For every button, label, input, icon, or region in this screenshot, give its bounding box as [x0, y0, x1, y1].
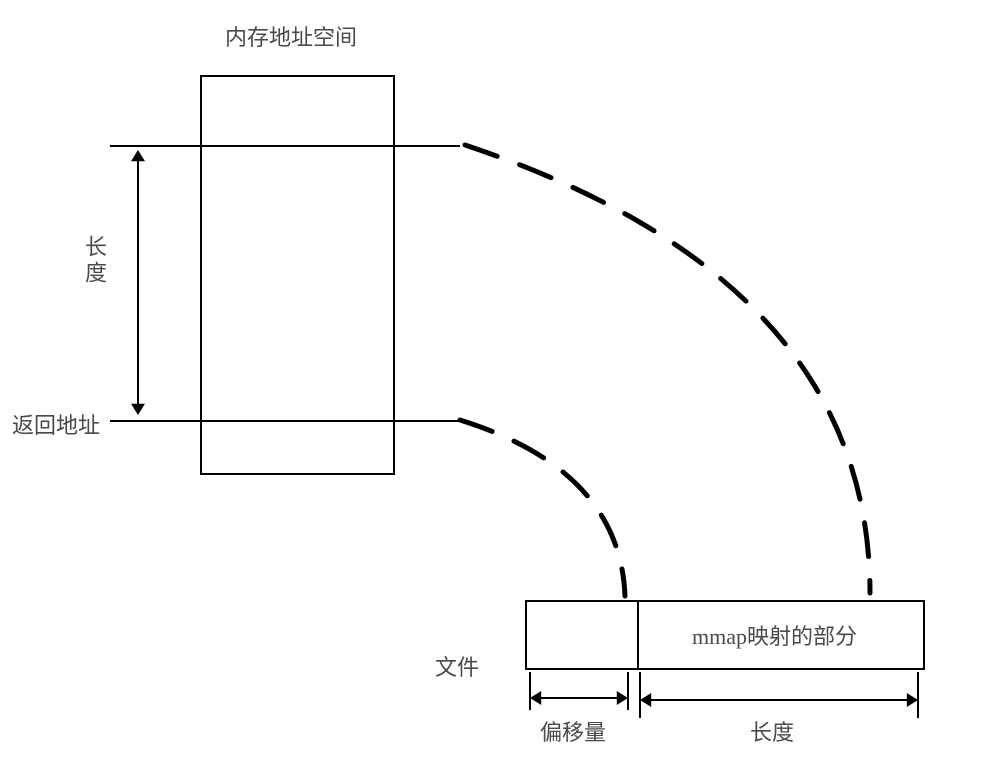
mapped-region-top-line — [110, 145, 460, 147]
mmap-mapped-part-label: mmap映射的部分 — [692, 619, 857, 651]
file-mapping-divider — [637, 602, 639, 668]
title-label: 内存地址空间 — [225, 20, 357, 52]
memory-length-arrow — [131, 150, 145, 415]
mapped-region-bottom-line — [110, 420, 460, 422]
file-label: 文件 — [435, 650, 479, 682]
memory-address-space-box — [200, 75, 395, 475]
file-box: mmap映射的部分 — [525, 600, 925, 670]
offset-arrow — [530, 672, 628, 710]
length-label-file: 长度 — [750, 715, 794, 747]
length-label-memory: 长度 — [78, 235, 110, 287]
offset-label: 偏移量 — [540, 715, 606, 747]
mapping-curves — [460, 145, 870, 596]
file-length-arrow — [640, 672, 918, 718]
return-address-label: 返回地址 — [12, 408, 100, 440]
